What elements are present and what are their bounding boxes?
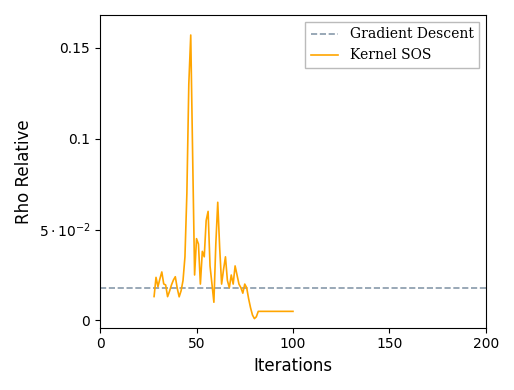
Kernel SOS [151, 294, 157, 299]
Gradient Descent [99, 285, 105, 290]
Legend: Gradient Descent, Kernel SOS: Gradient Descent, Kernel SOS [305, 22, 479, 68]
Gradient Descent [97, 285, 103, 290]
Kernel SOS [274, 309, 281, 314]
Kernel SOS [182, 254, 188, 259]
Line: Kernel SOS: Kernel SOS [154, 35, 293, 319]
Kernel SOS [280, 309, 286, 314]
Kernel SOS [188, 33, 194, 37]
Kernel SOS [251, 316, 258, 321]
Y-axis label: Rho Relative: Rho Relative [15, 119, 33, 224]
Kernel SOS [270, 309, 277, 314]
X-axis label: Iterations: Iterations [253, 357, 333, 375]
Kernel SOS [223, 254, 229, 259]
Kernel SOS [199, 249, 206, 254]
Kernel SOS [290, 309, 296, 314]
